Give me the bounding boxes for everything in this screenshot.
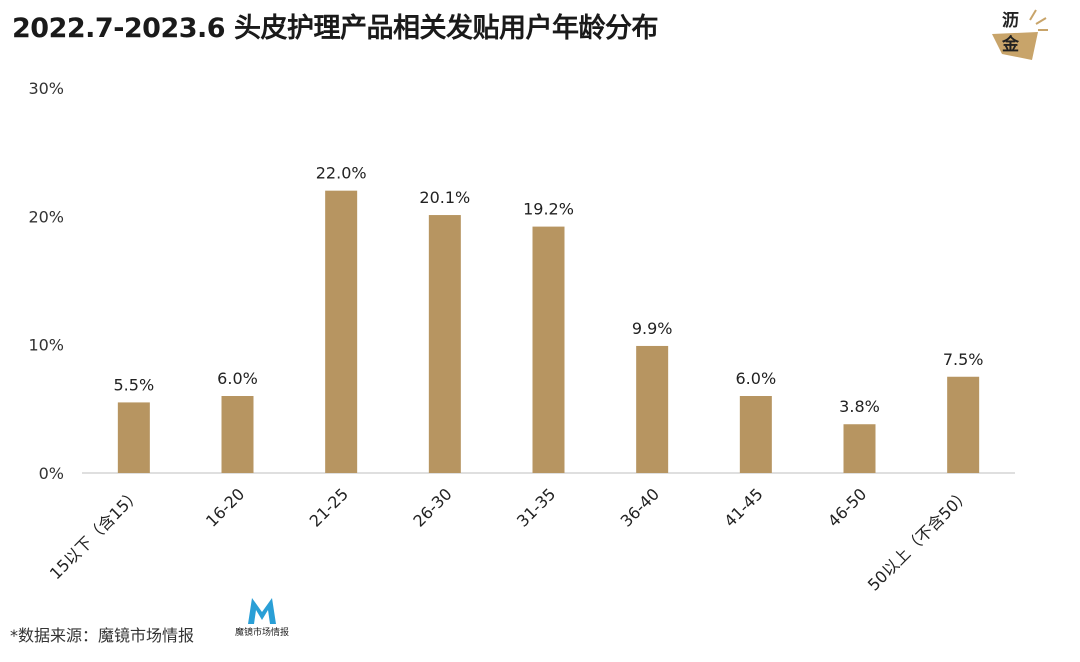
source-logo-name: 魔镜市场情报 [234,628,289,638]
data-label: 5.5% [114,375,155,394]
bar [739,396,772,473]
y-tick-label: 20% [28,207,64,226]
data-label: 19.2% [523,200,574,219]
data-label: 20.1% [419,188,470,207]
x-tick-label: 21-25 [306,484,352,530]
x-tick-label: 46-50 [824,484,870,530]
data-label: 3.8% [839,397,880,416]
data-label: 6.0% [736,369,777,388]
data-label: 9.9% [632,319,673,338]
bar [947,376,980,473]
data-label: 22.0% [316,164,367,183]
brand-logo-char-1: 沥 [1002,11,1019,31]
x-tick-label: 50以上（不含50） [864,484,974,594]
bar [221,396,254,473]
data-label: 6.0% [217,369,258,388]
x-tick-label: 31-35 [513,484,559,530]
x-tick-label: 36-40 [617,484,663,530]
bar [532,226,565,473]
data-label: 7.5% [943,350,984,369]
x-tick-label: 16-20 [202,484,248,530]
x-tick-label: 26-30 [409,484,455,530]
source-logo: 魔镜市场情报 [232,596,292,642]
bar [117,402,150,473]
y-tick-label: 30% [28,79,64,98]
chart-title: 2022.7-2023.6 头皮护理产品相关发贴用户年龄分布 [12,13,659,44]
brand-logo: 沥 金 [988,4,1054,64]
y-tick-label: 10% [28,336,64,355]
bar [428,215,461,474]
data-source: *数据来源：魔镜市场情报 [10,626,195,645]
bar-chart: 0% 10% 20% 30% 5.5% 15以下（含15） 6.0% 16-20 22.0% 21… [28,79,1015,595]
brand-logo-shape [992,9,1048,60]
m-logo-icon [248,598,276,624]
brand-logo-char-2: 金 [1002,35,1019,55]
x-tick-label: 41-45 [720,484,766,530]
bar [325,190,358,473]
x-tick-label: 15以下（含15） [46,484,145,583]
bar [843,424,876,473]
bar [636,345,669,473]
y-tick-label: 0% [39,464,64,483]
